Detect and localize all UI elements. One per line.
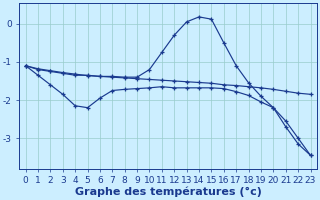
X-axis label: Graphe des températures (°c): Graphe des températures (°c) xyxy=(75,187,261,197)
